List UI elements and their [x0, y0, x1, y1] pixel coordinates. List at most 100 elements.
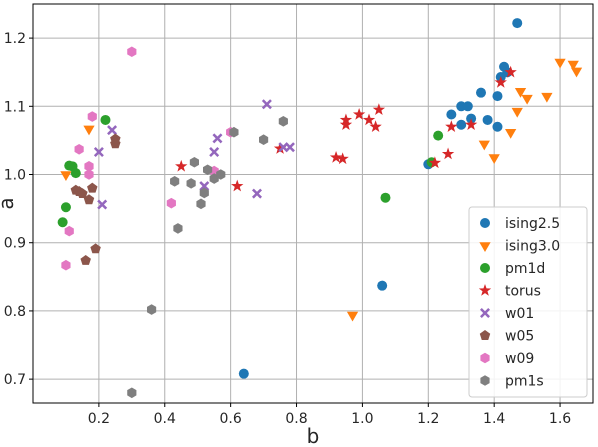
- y-axis-label: a: [0, 197, 18, 209]
- x-tick-label: 0.8: [285, 411, 307, 427]
- point-ising3.0: [521, 94, 533, 105]
- point-torus: [339, 118, 353, 130]
- point-pm1s: [127, 387, 137, 399]
- point-pm1d: [433, 130, 444, 141]
- point-torus: [504, 65, 517, 78]
- point-ising3.0: [346, 311, 359, 322]
- point-w09: [74, 143, 84, 155]
- point-ising3.0: [514, 88, 527, 98]
- point-w01: [261, 99, 272, 110]
- point-pm1s: [186, 178, 196, 189]
- x-tick-label: 0.6: [220, 411, 242, 427]
- point-pm1s: [259, 134, 269, 146]
- point-w01: [97, 199, 108, 210]
- point-torus: [175, 159, 188, 172]
- point-pm1s: [199, 187, 209, 199]
- x-tick-label: 1.4: [483, 411, 505, 427]
- x-tick-label: 1.2: [417, 411, 439, 427]
- point-w05: [83, 194, 95, 205]
- y-tick-label: 0.9: [4, 236, 26, 252]
- point-torus: [369, 120, 382, 133]
- point-pm1d: [57, 217, 68, 228]
- point-torus: [428, 156, 442, 169]
- point-ising2.5: [446, 109, 457, 120]
- point-w01: [284, 142, 295, 153]
- point-ising3.0: [511, 107, 523, 118]
- point-w09: [166, 197, 176, 209]
- point-torus: [372, 103, 386, 115]
- point-w01: [252, 188, 262, 199]
- point-ising3.0: [554, 58, 566, 69]
- legend-marker-ising2.5: [480, 218, 490, 228]
- point-pm1s: [203, 164, 213, 176]
- point-w09: [87, 111, 97, 122]
- point-ising3.0: [505, 128, 517, 139]
- grid: [33, 4, 593, 403]
- x-tick-label: 0.2: [88, 411, 110, 427]
- point-w09: [64, 225, 74, 237]
- point-pm1s: [216, 169, 226, 180]
- point-torus: [494, 75, 507, 88]
- point-ising2.5: [377, 280, 388, 291]
- point-w05: [80, 254, 91, 265]
- point-w09: [84, 161, 94, 172]
- legend-label-pm1d: pm1d: [505, 261, 545, 277]
- point-pm1s: [173, 223, 183, 234]
- point-ising2.5: [476, 87, 486, 98]
- legend-marker-w05: [479, 330, 491, 340]
- point-torus: [336, 152, 349, 165]
- legend-label-w09: w09: [505, 351, 534, 367]
- point-ising2.5: [492, 121, 503, 132]
- point-w09: [127, 46, 137, 58]
- point-ising3.0: [570, 67, 583, 78]
- point-pm1s: [189, 156, 199, 168]
- point-w01: [199, 181, 210, 192]
- legend-label-w01: w01: [505, 306, 534, 322]
- legend-marker-w01: [480, 308, 490, 318]
- legend-marker-pm1s: [480, 375, 490, 386]
- point-ising3.0: [488, 154, 500, 164]
- point-w01: [212, 133, 223, 144]
- legend-marker-torus: [478, 284, 492, 296]
- point-w01: [209, 147, 220, 158]
- point-w09: [61, 259, 71, 271]
- point-ising2.5: [462, 101, 473, 112]
- point-torus: [329, 150, 343, 163]
- point-torus: [352, 107, 366, 120]
- y-tick-label: 1.2: [4, 31, 26, 47]
- point-torus: [464, 118, 478, 130]
- point-pm1s: [147, 304, 157, 315]
- point-ising3.0: [478, 140, 490, 151]
- point-w01: [93, 147, 104, 158]
- legend-marker-w09: [480, 352, 490, 364]
- point-w01: [107, 125, 118, 136]
- point-ising2.5: [238, 368, 249, 379]
- point-pm1s: [196, 198, 206, 210]
- y-tick-label: 0.8: [4, 304, 26, 320]
- legend: ising2.5 ising3.0 pm1d torus w01 w05 w09 pm1s: [468, 206, 588, 398]
- y-tick-label: 0.7: [4, 372, 26, 388]
- plot-frame: [32, 3, 594, 404]
- legend-marker-pm1d: [480, 263, 490, 273]
- point-ising3.0: [567, 60, 579, 71]
- point-pm1d: [60, 202, 71, 213]
- y-tick-label: 1.1: [4, 99, 26, 115]
- point-torus: [231, 179, 244, 192]
- x-tick-label: 1.6: [549, 411, 571, 427]
- point-ising3.0: [83, 125, 95, 136]
- x-axis-label: b: [307, 424, 320, 447]
- point-ising3.0: [60, 171, 72, 182]
- point-pm1d: [100, 114, 111, 125]
- point-torus: [362, 113, 376, 126]
- y-tick-label: 1.0: [4, 168, 26, 184]
- legend-label-ising3.0: ising3.0: [505, 239, 560, 255]
- point-ising2.5: [512, 18, 523, 29]
- legend-marker-ising3.0: [479, 242, 491, 252]
- point-torus: [441, 147, 455, 160]
- point-pm1d: [70, 168, 81, 179]
- point-ising2.5: [492, 91, 503, 102]
- legend-label-pm1s: pm1s: [505, 374, 544, 390]
- point-ising3.0: [541, 92, 553, 103]
- point-ising2.5: [456, 119, 467, 130]
